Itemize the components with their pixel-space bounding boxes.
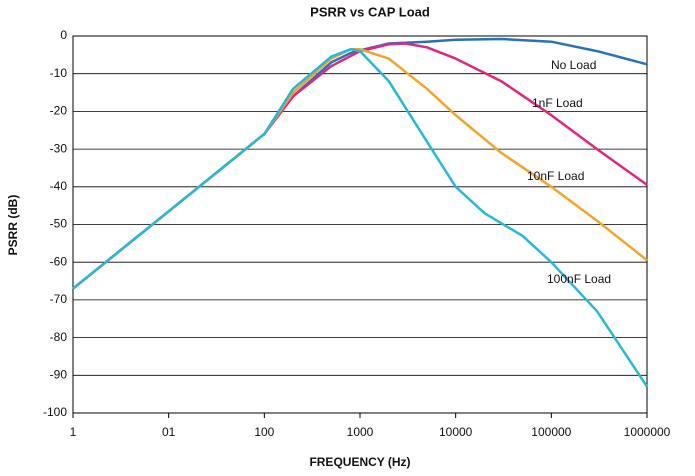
series-label: 100nF Load bbox=[547, 272, 611, 286]
y-tick-label: -30 bbox=[50, 141, 68, 155]
chart-title: PSRR vs CAP Load bbox=[310, 4, 430, 19]
x-tick-label: 1 bbox=[70, 425, 77, 439]
y-tick-label: -60 bbox=[50, 254, 68, 268]
plot-border bbox=[72, 35, 648, 414]
series-label: 10nF Load bbox=[527, 169, 584, 183]
x-tick-label: 01 bbox=[162, 425, 176, 439]
y-tick-label: -40 bbox=[50, 179, 68, 193]
series-line bbox=[72, 42, 648, 290]
y-tick-label: 0 bbox=[60, 28, 67, 42]
x-axis-title: FREQUENCY (Hz) bbox=[309, 455, 410, 469]
y-tick-label: -80 bbox=[50, 330, 68, 344]
y-tick-label: -10 bbox=[50, 66, 68, 80]
series-label: No Load bbox=[551, 58, 596, 72]
y-tick-label: -90 bbox=[50, 367, 68, 381]
y-axis-title: PSRR (dB) bbox=[6, 195, 20, 256]
x-tick-label: 100000 bbox=[531, 425, 571, 439]
x-tick-label: 1000000 bbox=[624, 425, 671, 439]
y-tick-label: -100 bbox=[43, 405, 67, 419]
y-tick-label: -50 bbox=[50, 217, 68, 231]
series-label: 1nF Load bbox=[532, 96, 583, 110]
x-tick-label: 10000 bbox=[439, 425, 473, 439]
series-line bbox=[72, 47, 649, 388]
x-tick-label: 1000 bbox=[347, 425, 374, 439]
x-tick-label: 100 bbox=[254, 425, 274, 439]
y-tick-label: -20 bbox=[50, 104, 68, 118]
y-tick-label: -70 bbox=[50, 292, 68, 306]
series-line bbox=[72, 37, 648, 290]
